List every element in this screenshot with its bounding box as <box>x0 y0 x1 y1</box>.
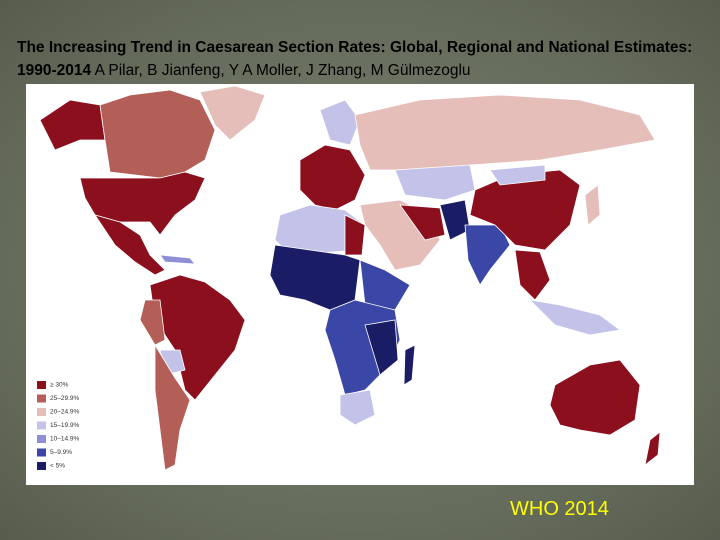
country <box>549 359 641 436</box>
countries <box>39 85 661 471</box>
legend-label: 25–29.9% <box>50 395 79 402</box>
world-map: ≥ 30% 25–29.9% 20–24.9% 15–19.9% 10–14.9% 5–9… <box>26 84 694 485</box>
source-label: WHO 2014 <box>510 498 609 520</box>
legend-swatch <box>37 381 46 389</box>
country <box>354 94 656 171</box>
country <box>319 99 361 146</box>
country <box>159 254 196 265</box>
title-bold: The Increasing Trend in Caesarean Sectio… <box>17 39 693 79</box>
country <box>489 164 546 186</box>
country <box>394 164 476 201</box>
legend-swatch <box>37 462 46 470</box>
country <box>584 184 601 226</box>
country <box>154 343 191 471</box>
country <box>364 319 399 376</box>
legend-swatch <box>37 408 46 416</box>
legend-swatch <box>37 448 46 457</box>
country <box>149 274 246 401</box>
country <box>528 299 621 336</box>
country <box>299 144 366 211</box>
country <box>403 344 416 386</box>
legend-label: ≥ 30% <box>50 382 69 389</box>
country <box>199 85 266 141</box>
legend-label: 5–9.9% <box>50 449 72 456</box>
legend-swatch <box>37 421 46 430</box>
slide-title: The Increasing Trend in Caesarean Sectio… <box>17 36 713 82</box>
legend-label: 10–14.9% <box>50 436 79 443</box>
legend-label: 15–19.9% <box>50 422 79 429</box>
country <box>339 389 376 426</box>
legend-label: < 5% <box>50 463 65 470</box>
country <box>644 431 661 466</box>
country <box>359 259 411 311</box>
legend-swatch <box>37 435 46 443</box>
title-authors: A Pilar, B Jianfeng, Y A Moller, J Zhang… <box>94 62 471 79</box>
legend: ≥ 30% 25–29.9% 20–24.9% 15–19.9% 10–14.9% 5–9… <box>37 381 79 470</box>
country <box>514 249 551 301</box>
country <box>139 299 166 346</box>
legend-label: 20–24.9% <box>50 409 79 416</box>
country <box>399 204 446 241</box>
country <box>94 214 166 276</box>
legend-swatch <box>37 394 46 403</box>
country <box>99 89 216 179</box>
country <box>344 214 366 256</box>
